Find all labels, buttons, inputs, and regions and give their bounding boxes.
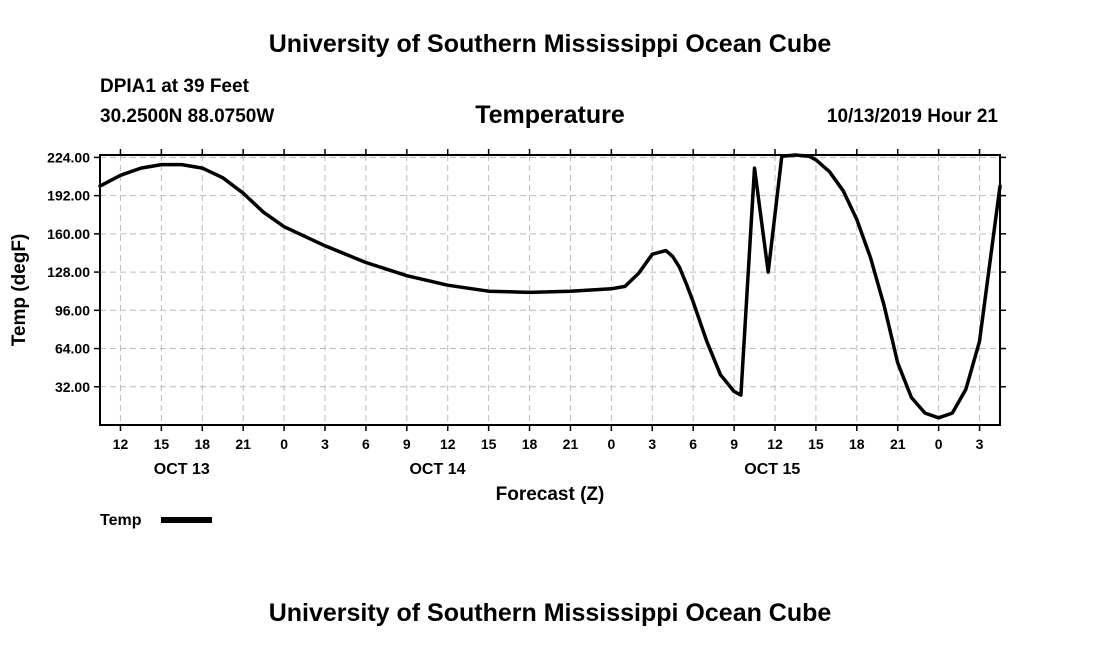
legend: Temp — [100, 512, 212, 529]
x-tick-label: 6 — [362, 436, 370, 452]
datetime-label: 10/13/2019 Hour 21 — [826, 106, 998, 127]
chart-title: Temperature — [475, 101, 625, 129]
date-labels: OCT 13 OCT 14 OCT 15 — [154, 461, 801, 478]
y-tick-label: 64.00 — [55, 341, 90, 357]
plot-frame — [99, 154, 1001, 426]
y-axis-label: Temp (degF) — [9, 234, 30, 347]
x-tick-label: 18 — [522, 436, 538, 452]
x-tick-label: 6 — [689, 436, 697, 452]
y-tick-label: 224.00 — [47, 149, 90, 165]
x-tick-label: 15 — [808, 436, 824, 452]
y-tick-label: 192.00 — [47, 188, 90, 204]
x-tick-label: 15 — [481, 436, 497, 452]
x-tick-label: 18 — [849, 436, 865, 452]
legend-label-temp: Temp — [100, 512, 142, 529]
x-tick-label: 12 — [440, 436, 456, 452]
y-tick-label: 32.00 — [55, 379, 90, 395]
y-tick-label: 96.00 — [55, 302, 90, 318]
station-label: DPIA1 at 39 Feet — [100, 76, 249, 97]
grid — [100, 155, 1000, 425]
y-tick-label: 128.00 — [47, 264, 90, 280]
x-tick-label: 0 — [280, 436, 288, 452]
x-tick-label: 21 — [235, 436, 251, 452]
footer-title: University of Southern Mississippi Ocean… — [268, 599, 832, 627]
date-label: OCT 14 — [409, 461, 465, 478]
y-axis: 32.00 64.00 96.00 128.00 160.00 192.00 224.00 — [47, 149, 1006, 395]
x-tick-label: 12 — [113, 436, 129, 452]
coordinates-label: 30.2500N 88.0750W — [100, 106, 275, 127]
x-axis-label: Forecast (Z) — [496, 484, 605, 505]
x-tick-label: 21 — [563, 436, 579, 452]
x-axis: 12 15 18 21 0 3 6 9 12 15 18 21 0 3 6 9 12 15 18 21 0 3 — [113, 149, 984, 452]
x-tick-label: 21 — [890, 436, 906, 452]
x-tick-label: 3 — [976, 436, 984, 452]
date-label: OCT 13 — [154, 461, 210, 478]
x-tick-label: 9 — [730, 436, 738, 452]
y-tick-label: 160.00 — [47, 226, 90, 242]
date-label: OCT 15 — [744, 461, 800, 478]
x-tick-label: 9 — [403, 436, 411, 452]
x-tick-label: 0 — [935, 436, 943, 452]
x-tick-label: 3 — [321, 436, 329, 452]
main-title: University of Southern Mississippi Ocean… — [268, 30, 832, 58]
x-tick-label: 0 — [607, 436, 615, 452]
x-tick-label: 3 — [648, 436, 656, 452]
temp-series-line — [98, 153, 1002, 420]
x-tick-label: 18 — [194, 436, 210, 452]
x-tick-label: 12 — [767, 436, 783, 452]
x-tick-label: 15 — [154, 436, 170, 452]
